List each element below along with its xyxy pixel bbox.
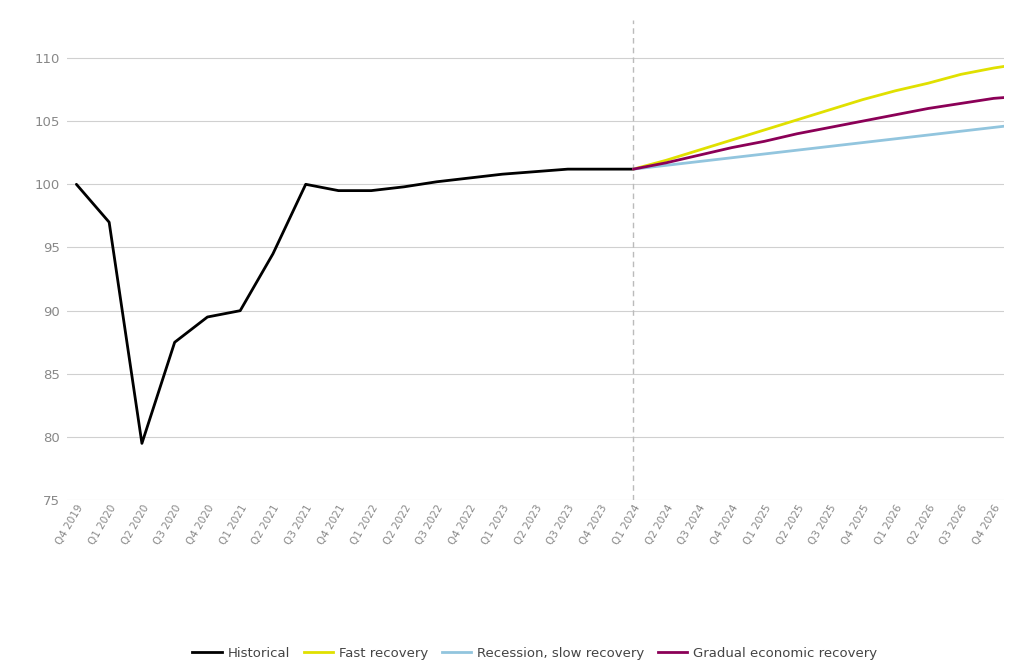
Gradual economic recovery: [725, 143, 737, 151]
Historical: [267, 250, 280, 258]
Gradual economic recovery: [889, 111, 901, 119]
Fast recovery: [659, 156, 672, 164]
Historical: [431, 178, 443, 186]
Gradual economic recovery: [856, 117, 868, 125]
Recession, slow recovery: [692, 157, 705, 165]
Historical: [234, 307, 247, 315]
Historical: [103, 218, 116, 226]
Line: Recession, slow recovery: Recession, slow recovery: [633, 123, 1024, 169]
Recession, slow recovery: [627, 165, 639, 173]
Recession, slow recovery: [1020, 119, 1024, 127]
Gradual economic recovery: [659, 159, 672, 167]
Fast recovery: [856, 95, 868, 103]
Fast recovery: [725, 136, 737, 144]
Historical: [561, 165, 573, 173]
Historical: [169, 338, 181, 346]
Historical: [366, 187, 378, 195]
Historical: [528, 167, 541, 175]
Fast recovery: [922, 79, 934, 87]
Gradual economic recovery: [627, 165, 639, 173]
Fast recovery: [791, 116, 803, 124]
Fast recovery: [692, 146, 705, 154]
Gradual economic recovery: [954, 99, 967, 107]
Historical: [136, 440, 148, 448]
Gradual economic recovery: [1020, 92, 1024, 100]
Recession, slow recovery: [725, 154, 737, 162]
Gradual economic recovery: [922, 105, 934, 113]
Recession, slow recovery: [659, 161, 672, 169]
Recession, slow recovery: [922, 131, 934, 139]
Recession, slow recovery: [856, 139, 868, 147]
Gradual economic recovery: [692, 151, 705, 159]
Recession, slow recovery: [823, 142, 836, 150]
Historical: [497, 170, 509, 178]
Fast recovery: [1020, 59, 1024, 67]
Line: Historical: Historical: [77, 169, 633, 444]
Fast recovery: [889, 87, 901, 95]
Recession, slow recovery: [889, 135, 901, 143]
Fast recovery: [954, 70, 967, 78]
Historical: [71, 180, 83, 188]
Fast recovery: [823, 106, 836, 114]
Historical: [300, 180, 312, 188]
Historical: [627, 165, 639, 173]
Historical: [398, 183, 411, 191]
Gradual economic recovery: [823, 123, 836, 131]
Fast recovery: [627, 165, 639, 173]
Recession, slow recovery: [791, 146, 803, 154]
Recession, slow recovery: [954, 127, 967, 135]
Legend: Historical, Fast recovery, Recession, slow recovery, Gradual economic recovery: Historical, Fast recovery, Recession, sl…: [187, 641, 883, 665]
Gradual economic recovery: [987, 94, 999, 102]
Fast recovery: [987, 64, 999, 72]
Line: Gradual economic recovery: Gradual economic recovery: [633, 96, 1024, 169]
Recession, slow recovery: [987, 123, 999, 131]
Fast recovery: [758, 126, 770, 134]
Historical: [594, 165, 606, 173]
Historical: [202, 313, 214, 321]
Historical: [464, 174, 476, 182]
Gradual economic recovery: [791, 130, 803, 138]
Historical: [333, 187, 345, 195]
Gradual economic recovery: [758, 137, 770, 145]
Recession, slow recovery: [758, 150, 770, 158]
Line: Fast recovery: Fast recovery: [633, 63, 1024, 169]
